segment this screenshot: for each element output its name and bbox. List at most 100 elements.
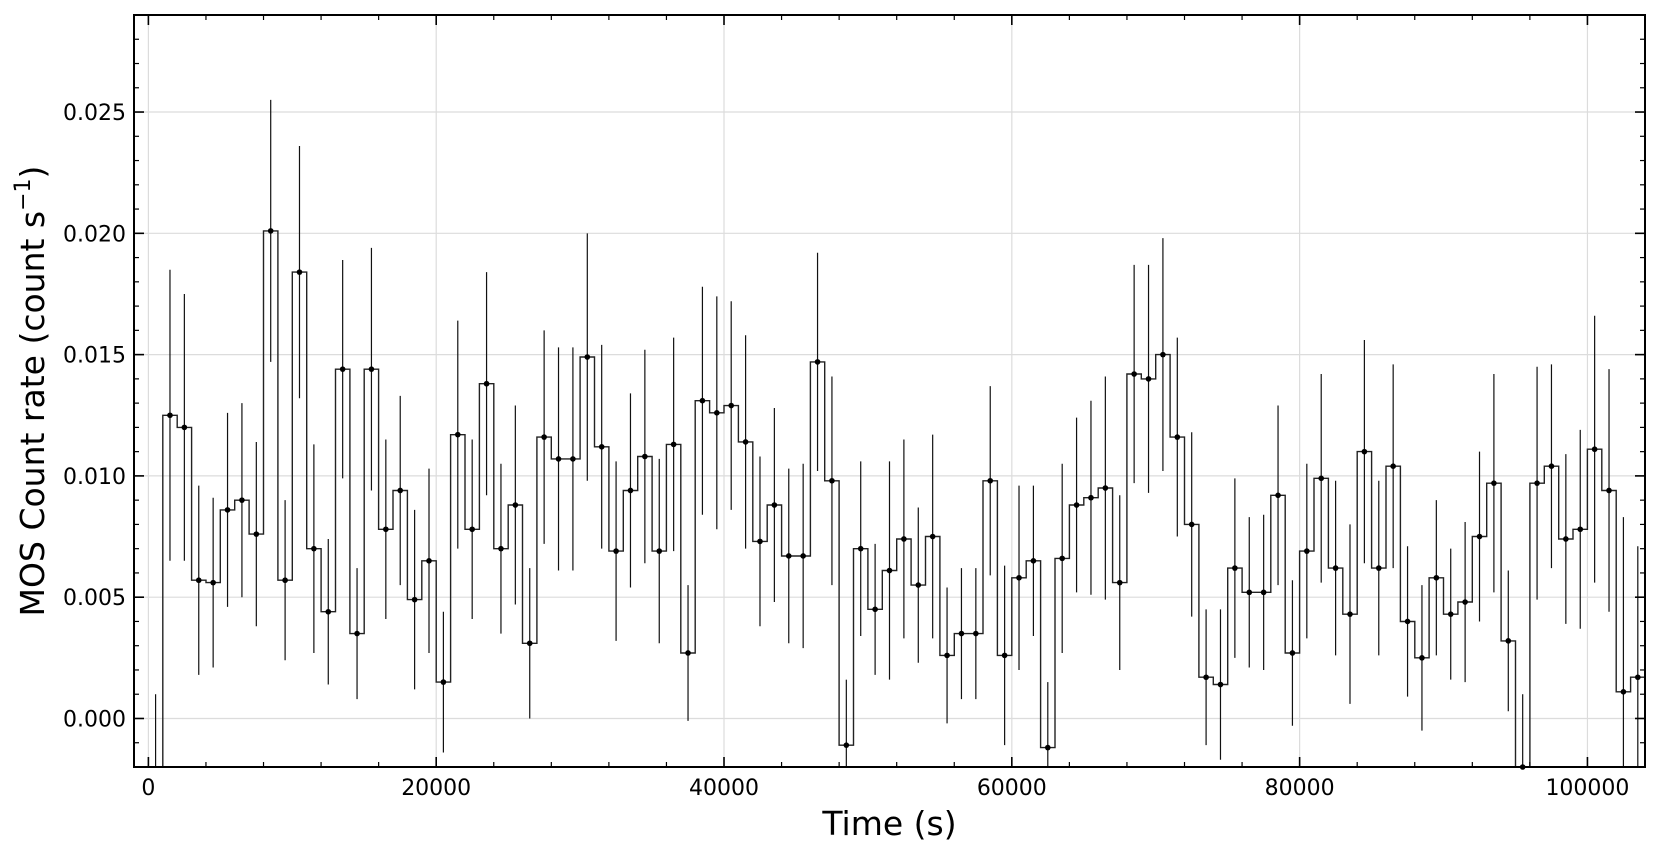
data-point [1001,652,1008,659]
data-point [598,443,605,450]
data-point [541,434,547,440]
data-point [584,354,591,360]
data-point [1419,655,1425,661]
data-point [483,380,490,387]
data-point [1088,494,1094,501]
data-point [929,533,936,540]
y-axis-tick-labels: 0.000 0.005 0.010 0.015 0.020 0.025 [63,101,126,732]
data-point [1188,521,1195,528]
data-point [1462,599,1468,605]
data-point [771,502,778,508]
y-tick-label: 0.010 [63,465,126,490]
data-point [1577,526,1584,533]
data-point [1059,555,1065,562]
data-point [1217,681,1224,688]
data-point [512,502,519,508]
data-point [915,582,922,588]
data-point [958,630,965,637]
y-axis-title: MOS Count rate (count s−1) [11,166,52,617]
data-point [1404,618,1411,625]
data-point [1174,434,1181,440]
data-point [973,630,979,637]
light-curve-series [148,99,1645,770]
y-axis-title-main: MOS Count rate (count s [13,211,52,617]
data-point [397,487,404,494]
data-point [411,596,418,603]
data-point [339,366,346,372]
x-axis-tick-labels: 0 20000 40000 60000 80000 100000 [141,776,1629,801]
data-point [1534,480,1540,486]
data-point [440,679,447,685]
data-point [1591,446,1598,453]
data-point [1548,463,1555,470]
data-point [253,531,260,537]
data-point [857,545,864,552]
data-point [368,366,375,372]
data-point [1116,579,1123,586]
x-axis-title: Time (s) [821,804,956,843]
data-point [296,269,303,275]
data-point [210,579,216,586]
data-point [613,548,619,554]
data-point [944,652,950,659]
data-point [454,431,461,438]
y-tick-label: 0.020 [63,222,126,247]
data-point [1491,480,1497,486]
data-point [1433,574,1440,581]
data-point [1016,574,1022,581]
data-point [642,453,648,460]
data-point [224,507,231,513]
y-tick-label: 0.000 [63,707,126,732]
data-point [239,497,245,503]
x-tick-label: 20000 [401,776,471,801]
data-point [670,441,677,448]
data-point [1476,533,1483,540]
data-point [1232,565,1238,571]
data-point [1131,371,1137,377]
data-point [570,456,576,462]
y-axis-title-exponent: −1 [11,178,36,210]
data-point [195,577,202,584]
data-point [987,477,994,484]
data-point [627,487,634,494]
data-point [901,536,907,542]
data-point [1030,558,1037,564]
data-point [498,545,504,552]
data-point [354,630,360,637]
data-point [843,742,850,748]
x-tick-label: 40000 [689,776,759,801]
data-point [1390,463,1396,470]
y-axis-title-close: ) [13,166,52,179]
data-point [383,526,389,533]
data-point [1289,650,1296,656]
data-point [1447,611,1454,617]
data-point [1203,674,1209,681]
data-point [829,477,835,484]
x-tick-label: 0 [141,776,155,801]
data-point [1563,536,1569,542]
data-point [814,359,821,365]
axis-ticks [134,15,1646,767]
data-point [1073,502,1080,508]
data-point [1275,492,1281,499]
y-tick-label: 0.015 [63,344,126,369]
data-point [282,577,288,584]
data-point [1332,565,1339,571]
data-point [426,558,432,564]
data-point [886,567,893,574]
data-point [1375,565,1382,571]
data-point [872,606,878,613]
data-point [311,545,317,552]
data-point [1145,376,1152,382]
data-point [1347,611,1353,617]
plot-frame [133,14,1646,768]
data-point [728,402,735,409]
data-point [167,412,173,419]
data-point [469,526,475,533]
data-point [1505,638,1512,644]
x-tick-label: 80000 [1265,776,1335,801]
data-point [699,397,706,404]
data-point [742,439,749,445]
data-point [1260,589,1267,596]
